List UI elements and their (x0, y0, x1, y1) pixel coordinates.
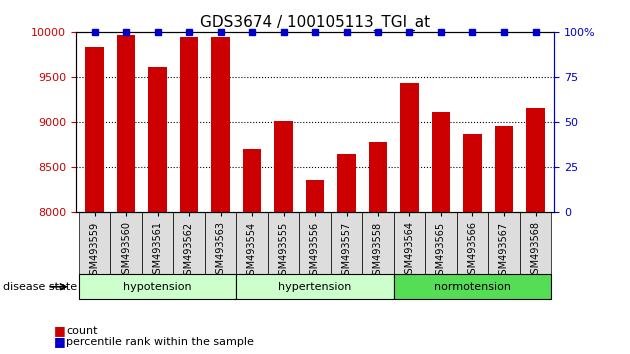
Bar (495, 126, 513, 212)
Text: normotension: normotension (434, 282, 511, 292)
Bar (337, 154, 356, 212)
Bar (274, 121, 293, 212)
Bar (85, 47, 104, 212)
Text: ■: ■ (54, 325, 66, 337)
Bar (369, 142, 387, 212)
Bar (400, 83, 419, 212)
Bar (243, 149, 261, 212)
Bar (211, 37, 230, 212)
Bar (463, 134, 482, 212)
Text: count: count (66, 326, 98, 336)
Title: GDS3674 / 100105113_TGI_at: GDS3674 / 100105113_TGI_at (200, 14, 430, 30)
Text: hypotension: hypotension (123, 282, 192, 292)
Bar (306, 180, 324, 212)
Text: ■: ■ (54, 335, 66, 348)
Bar (117, 35, 135, 212)
Bar (148, 67, 167, 212)
Text: percentile rank within the sample: percentile rank within the sample (66, 337, 254, 347)
Text: disease state: disease state (3, 282, 77, 292)
Text: hypertension: hypertension (278, 282, 352, 292)
Bar (432, 112, 450, 212)
Bar (180, 37, 198, 212)
Bar (526, 108, 545, 212)
